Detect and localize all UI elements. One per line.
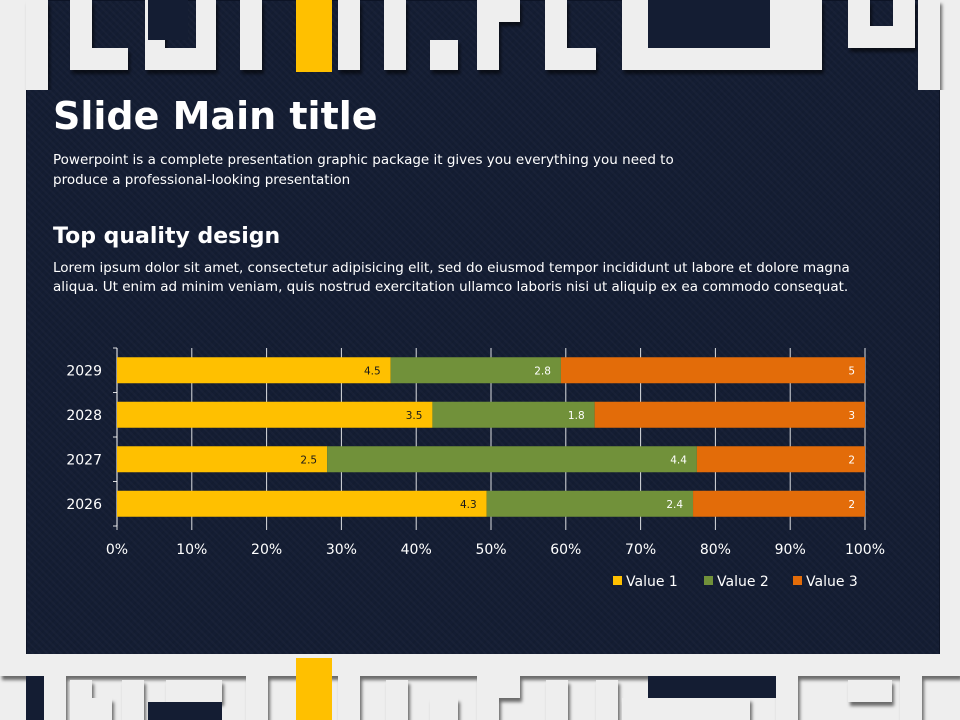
x-tick-label: 70% (625, 542, 656, 558)
data-label: 1.8 (568, 410, 585, 422)
chart-y-axis: 2026 2027 2028 2029 (66, 363, 102, 513)
data-label: 4.3 (460, 499, 477, 511)
data-label: 2.5 (300, 454, 317, 466)
maze-decoration-top (26, 0, 940, 90)
y-tick-label: 2027 (66, 452, 102, 468)
chart-x-axis: 0% 10% 20% 30% 40% 50% 60% 70% 80% 90% 100% (106, 542, 885, 558)
x-tick-label: 90% (775, 542, 806, 558)
slide-subtitle: Powerpoint is a complete presentation gr… (53, 152, 674, 188)
x-tick-label: 10% (176, 542, 207, 558)
data-label: 5 (848, 365, 855, 377)
bar-segment (696, 446, 865, 473)
bar-segment (327, 446, 697, 473)
x-tick-label: 60% (550, 542, 581, 558)
x-tick-label: 100% (845, 542, 885, 558)
bar-segment (117, 401, 433, 428)
data-label: 4.4 (670, 454, 687, 466)
x-tick-label: 50% (475, 542, 506, 558)
bar-segment (693, 490, 865, 517)
bar-segment (560, 357, 865, 384)
x-tick-label: 20% (251, 542, 282, 558)
data-label: 3.5 (406, 410, 423, 422)
slide-title: Slide Main title (53, 94, 378, 138)
bar-segment (486, 490, 694, 517)
data-label: 4.5 (364, 365, 381, 377)
y-tick-label: 2028 (66, 408, 102, 424)
bar-segment (117, 490, 487, 517)
x-tick-label: 40% (401, 542, 432, 558)
x-tick-label: 0% (106, 542, 128, 558)
data-label: 2 (848, 499, 855, 511)
legend-swatch (793, 576, 802, 585)
y-tick-label: 2026 (66, 497, 102, 513)
chart-bars: 4.3 2.4 2 2.5 4.4 2 3.5 1.8 3 4.5 2.8 5 (117, 357, 865, 517)
bar-segment (117, 446, 328, 473)
maze-accent-top (296, 0, 332, 72)
maze-decoration-bottom (0, 654, 960, 720)
legend-label: Value 3 (806, 574, 858, 590)
bar-segment (390, 357, 561, 384)
data-label: 2 (848, 454, 855, 466)
legend-label: Value 2 (717, 574, 769, 590)
legend-label: Value 1 (626, 574, 678, 590)
y-tick-label: 2029 (66, 363, 102, 379)
bar-segment (432, 401, 595, 428)
bar-segment (594, 401, 865, 428)
maze-accent-bottom (296, 658, 332, 720)
x-tick-label: 30% (326, 542, 357, 558)
legend-swatch (704, 576, 713, 585)
bar-segment (117, 357, 391, 384)
data-label: 2.8 (534, 365, 551, 377)
chart-legend: Value 1 Value 2 Value 3 (613, 574, 858, 590)
x-tick-label: 80% (700, 542, 731, 558)
section-body: Lorem ipsum dolor sit amet, consectetur … (53, 260, 850, 295)
data-label: 2.4 (666, 499, 683, 511)
data-label: 3 (848, 410, 855, 422)
section-heading: Top quality design (53, 224, 281, 249)
slide-background (26, 0, 940, 655)
legend-swatch (613, 576, 622, 585)
